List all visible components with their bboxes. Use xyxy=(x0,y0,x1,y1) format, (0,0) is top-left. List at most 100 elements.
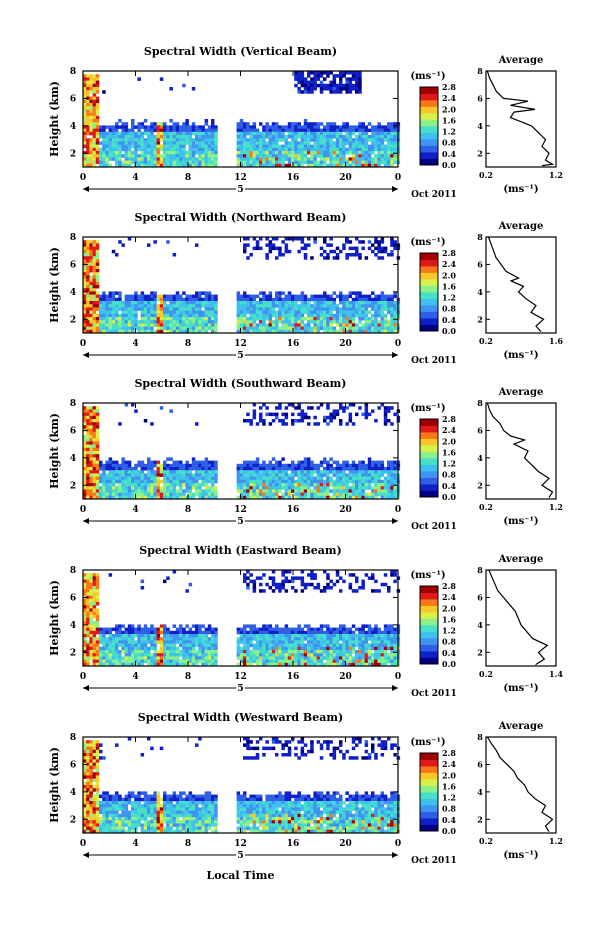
heatmap-cell xyxy=(256,154,259,158)
heatmap-cell xyxy=(253,122,257,126)
heatmap-cell xyxy=(109,125,113,128)
heatmap-cell xyxy=(93,119,97,123)
heatmap-cell xyxy=(390,307,394,311)
heatmap-cell xyxy=(259,138,263,142)
heatmap-cell xyxy=(237,122,241,126)
heatmap-cell xyxy=(208,145,212,149)
heatmap-cell xyxy=(150,473,154,477)
heatmap-cell xyxy=(86,116,90,120)
heatmap-cell xyxy=(109,634,113,638)
heatmap-cell xyxy=(256,477,259,481)
heatmap-cell xyxy=(256,640,259,644)
heatmap-cell xyxy=(192,122,196,126)
heatmap-cell xyxy=(157,634,161,638)
colorbar-tick-label: 1.2 xyxy=(442,459,456,469)
heatmap-cell xyxy=(93,279,97,283)
heatmap-cell xyxy=(243,157,247,161)
heatmap-cell xyxy=(147,489,151,493)
panel-title: Spectral Width (Eastward Beam) xyxy=(139,544,341,557)
heatmap-cell xyxy=(310,327,314,331)
heatmap-cell xyxy=(195,135,199,139)
heatmap-cell xyxy=(304,473,308,477)
heatmap-cell xyxy=(208,480,212,484)
heatmap-cell xyxy=(131,653,135,657)
heatmap-cell xyxy=(310,154,314,158)
heatmap-cell xyxy=(253,151,257,155)
heatmap-cell xyxy=(381,489,385,493)
heatmap-cell xyxy=(371,298,375,302)
heatmap-cell xyxy=(144,660,148,664)
heatmap-cell xyxy=(294,301,298,305)
heatmap-cell xyxy=(304,145,308,149)
heatmap-cell xyxy=(176,151,180,155)
heatmap-cell xyxy=(208,301,212,305)
heatmap-cell xyxy=(134,653,138,657)
heatmap-cell xyxy=(377,483,381,487)
heatmap-cell xyxy=(99,129,103,133)
x-tick-label: 0 xyxy=(80,173,86,183)
heatmap-cell xyxy=(115,301,119,305)
heatmap-cell xyxy=(301,129,305,133)
heatmap-cell xyxy=(214,311,218,315)
heatmap-cell xyxy=(109,295,113,299)
heatmap-cell xyxy=(326,323,330,327)
heatmap-cell xyxy=(137,477,141,481)
heatmap-cell xyxy=(345,135,349,139)
heatmap-cell xyxy=(182,464,186,468)
heatmap-cell xyxy=(310,489,314,493)
heatmap-cell xyxy=(384,493,388,497)
heatmap-cell xyxy=(326,464,330,468)
heatmap-cell xyxy=(387,141,391,145)
heatmap-cell xyxy=(384,161,388,165)
heatmap-cell xyxy=(390,151,394,155)
heatmap-cell xyxy=(134,141,138,145)
heatmap-cell xyxy=(86,113,90,117)
heatmap-cell xyxy=(265,145,269,149)
heatmap-cell xyxy=(265,311,269,315)
heatmap-cell xyxy=(374,317,378,321)
heatmap-cell xyxy=(339,77,343,81)
heatmap-cell xyxy=(304,477,308,481)
heatmap-cell xyxy=(179,307,183,311)
heatmap-cell xyxy=(387,301,391,305)
heatmap-cell xyxy=(253,660,257,664)
heatmap-cell xyxy=(377,464,381,468)
heatmap-cell xyxy=(304,413,308,417)
heatmap-cell xyxy=(93,77,97,81)
colorbar-tick-label: 0.0 xyxy=(442,160,456,170)
heatmap-cell xyxy=(371,467,375,471)
heatmap-cell xyxy=(121,644,125,648)
heatmap-cell xyxy=(128,154,132,158)
heatmap-cell xyxy=(349,77,353,81)
heatmap-cell xyxy=(374,132,378,136)
heatmap-cell xyxy=(160,644,164,648)
heatmap-cell xyxy=(297,145,301,149)
heatmap-cell xyxy=(125,660,129,664)
heatmap-cell xyxy=(112,644,116,648)
average-x-tick-label: 0.2 xyxy=(479,170,493,180)
heatmap-cell xyxy=(144,317,148,321)
heatmap-cell xyxy=(358,470,362,474)
heatmap-cell xyxy=(125,141,129,145)
heatmap-cell xyxy=(285,467,289,471)
heatmap-cell xyxy=(259,653,263,657)
heatmap-cell xyxy=(105,628,109,632)
heatmap-cell xyxy=(390,489,394,493)
heatmap-cell xyxy=(112,154,116,158)
heatmap-cell xyxy=(169,489,173,493)
heatmap-cell xyxy=(189,477,193,481)
heatmap-cell xyxy=(137,480,141,484)
heatmap-cell xyxy=(237,327,241,331)
heatmap-cell xyxy=(249,327,253,331)
heatmap-cell xyxy=(189,480,193,484)
heatmap-cell xyxy=(313,81,317,85)
heatmap-cell xyxy=(179,132,183,136)
heatmap-cell xyxy=(288,311,292,315)
heatmap-cell xyxy=(237,640,241,644)
heatmap-cell xyxy=(326,477,330,481)
heatmap-cell xyxy=(269,145,273,149)
heatmap-cell xyxy=(173,307,177,311)
heatmap-cell xyxy=(288,486,292,490)
heatmap-cell xyxy=(134,148,138,152)
heatmap-cell xyxy=(173,480,177,484)
